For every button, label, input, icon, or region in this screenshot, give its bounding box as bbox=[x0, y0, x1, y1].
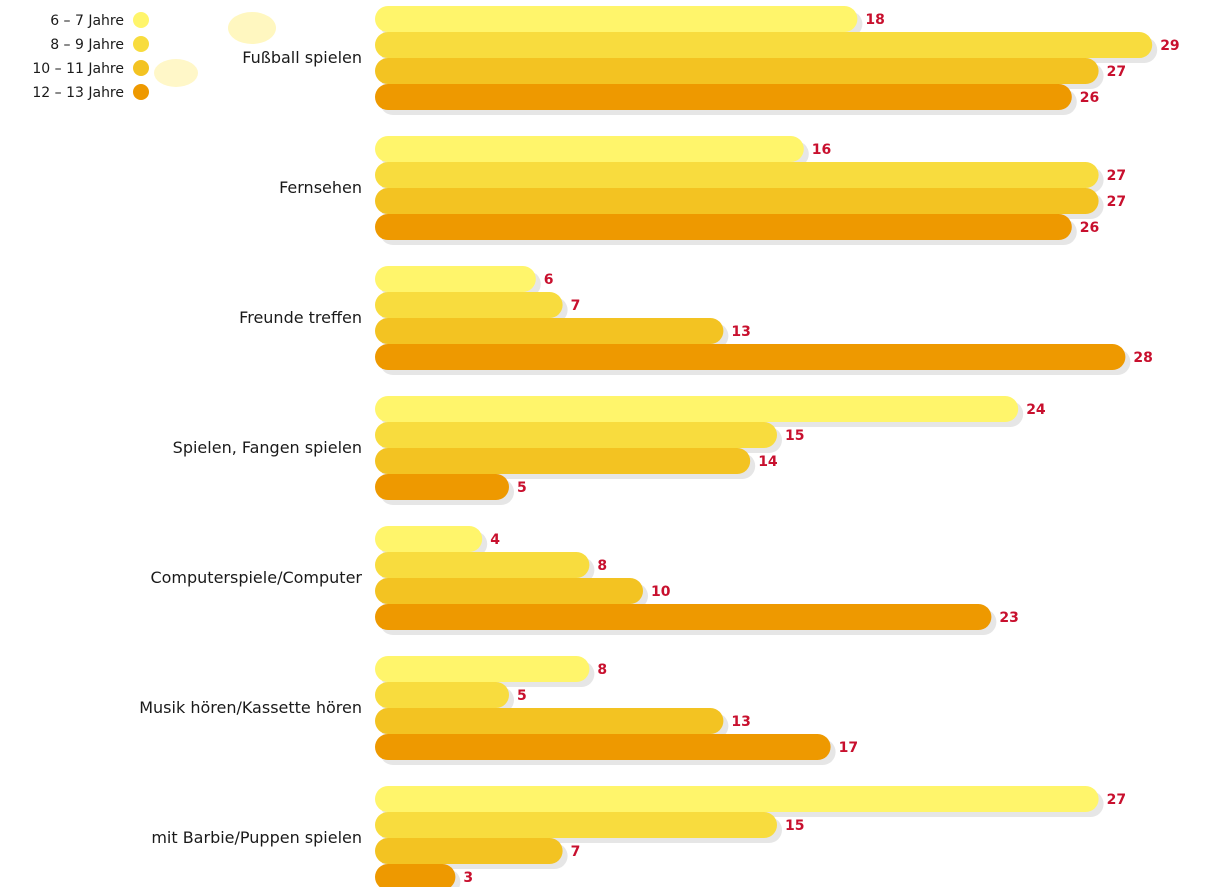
value-label: 14 bbox=[758, 454, 778, 470]
legend-swatch bbox=[133, 84, 149, 100]
bar bbox=[375, 214, 1072, 240]
bar bbox=[375, 526, 483, 552]
value-label: 29 bbox=[1160, 38, 1179, 54]
value-label: 28 bbox=[1133, 350, 1152, 366]
bar bbox=[375, 84, 1072, 110]
category-label: Spielen, Fangen spielen bbox=[173, 438, 362, 457]
legend-item: 10 – 11 Jahre bbox=[32, 60, 149, 77]
legend-item: 8 – 9 Jahre bbox=[50, 36, 149, 53]
category-label: Fußball spielen bbox=[242, 48, 362, 67]
legend-item: 12 – 13 Jahre bbox=[32, 84, 149, 101]
category-label: Freunde treffen bbox=[239, 308, 362, 327]
value-label: 27 bbox=[1107, 168, 1126, 184]
value-label: 26 bbox=[1080, 220, 1099, 236]
value-label: 7 bbox=[571, 844, 581, 860]
value-label: 7 bbox=[571, 298, 581, 314]
bar bbox=[375, 32, 1153, 58]
category-group: Musik hören/Kassette hören 8 5 13 17 bbox=[139, 656, 858, 765]
bar bbox=[375, 656, 590, 682]
value-label: 26 bbox=[1080, 90, 1099, 106]
value-label: 8 bbox=[597, 558, 607, 574]
value-label: 3 bbox=[463, 870, 473, 886]
value-label: 6 bbox=[544, 272, 554, 288]
bar bbox=[375, 708, 724, 734]
category-label: Computerspiele/Computer bbox=[150, 568, 362, 587]
value-label: 15 bbox=[785, 818, 804, 834]
value-label: 24 bbox=[1026, 402, 1046, 418]
bar bbox=[375, 6, 858, 32]
value-label: 27 bbox=[1107, 194, 1126, 210]
bar bbox=[375, 682, 509, 708]
value-label: 17 bbox=[839, 740, 858, 756]
legend-label: 8 – 9 Jahre bbox=[50, 37, 124, 53]
value-label: 8 bbox=[597, 662, 607, 678]
bar bbox=[375, 838, 563, 864]
category-label: mit Barbie/Puppen spielen bbox=[151, 828, 362, 847]
bar bbox=[375, 552, 590, 578]
category-group: Fußball spielen 18 29 27 26 bbox=[242, 6, 1180, 115]
category-group: Freunde treffen 6 7 13 28 bbox=[239, 266, 1153, 375]
value-label: 5 bbox=[517, 688, 527, 704]
legend-swatch bbox=[133, 60, 149, 76]
category-group: mit Barbie/Puppen spielen 27 15 7 3 bbox=[151, 786, 1126, 887]
bar bbox=[375, 422, 777, 448]
bar bbox=[375, 344, 1126, 370]
category-group: Computerspiele/Computer 4 8 10 23 bbox=[150, 526, 1019, 635]
bar bbox=[375, 318, 724, 344]
bar bbox=[375, 136, 804, 162]
legend-label: 6 – 7 Jahre bbox=[50, 13, 124, 29]
bar bbox=[375, 58, 1099, 84]
category-group: Spielen, Fangen spielen 24 15 14 5 bbox=[173, 396, 1046, 505]
bar bbox=[375, 474, 509, 500]
bars-group: Fußball spielen 18 29 27 26 Fernsehen 16 27 27 26… bbox=[139, 6, 1180, 887]
decorative-bubble bbox=[228, 12, 276, 44]
value-label: 18 bbox=[865, 12, 884, 28]
legend-item: 6 – 7 Jahre bbox=[50, 12, 149, 29]
bar bbox=[375, 786, 1099, 812]
bar bbox=[375, 734, 831, 760]
bar bbox=[375, 604, 992, 630]
value-label: 27 bbox=[1107, 792, 1126, 808]
legend: 6 – 7 Jahre 8 – 9 Jahre 10 – 11 Jahre 12 – … bbox=[32, 12, 149, 101]
bar bbox=[375, 162, 1099, 188]
bar bbox=[375, 864, 456, 887]
bar bbox=[375, 266, 536, 292]
bar bbox=[375, 812, 777, 838]
bar bbox=[375, 396, 1019, 422]
category-group: Fernsehen 16 27 27 26 bbox=[279, 136, 1126, 245]
value-label: 16 bbox=[812, 142, 831, 158]
value-label: 13 bbox=[731, 714, 750, 730]
value-label: 15 bbox=[785, 428, 804, 444]
value-label: 5 bbox=[517, 480, 527, 496]
value-label: 13 bbox=[731, 324, 750, 340]
legend-label: 12 – 13 Jahre bbox=[32, 85, 124, 101]
decorative-bubble bbox=[154, 59, 198, 87]
category-label: Musik hören/Kassette hören bbox=[139, 698, 362, 717]
value-label: 23 bbox=[999, 610, 1018, 626]
bar bbox=[375, 292, 563, 318]
legend-label: 10 – 11 Jahre bbox=[32, 61, 124, 77]
value-label: 10 bbox=[651, 584, 671, 600]
legend-swatch bbox=[133, 36, 149, 52]
value-label: 27 bbox=[1107, 64, 1126, 80]
category-label: Fernsehen bbox=[279, 178, 362, 197]
bar bbox=[375, 448, 751, 474]
value-label: 4 bbox=[490, 532, 500, 548]
bar bbox=[375, 188, 1099, 214]
bar bbox=[375, 578, 643, 604]
legend-swatch bbox=[133, 12, 149, 28]
